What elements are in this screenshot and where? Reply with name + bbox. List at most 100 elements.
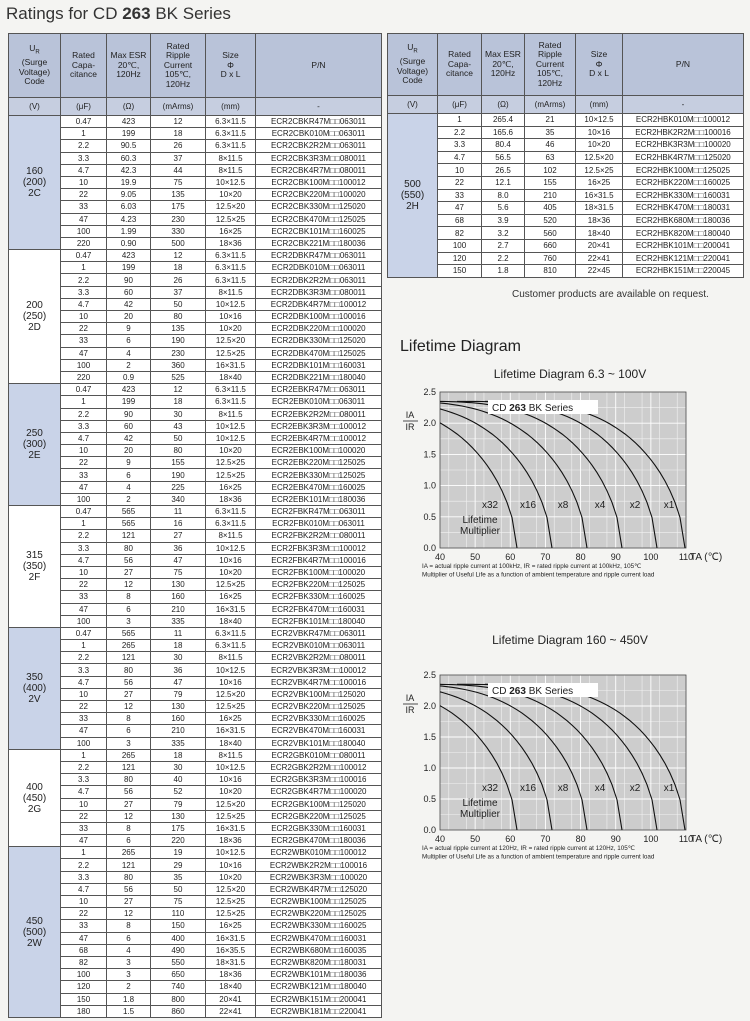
data-cell: ECR2CBK330M□□125020: [255, 200, 382, 214]
data-cell: 18: [150, 395, 206, 409]
data-cell: 12: [106, 809, 151, 823]
data-cell: 90.5: [106, 139, 151, 153]
data-cell: 3.3: [60, 285, 107, 299]
data-cell: 1: [60, 261, 107, 275]
data-cell: 16×25: [575, 175, 623, 190]
data-row: 47 4 230 12.5×25 ECR2DBK470M□□125025: [9, 346, 382, 360]
data-cell: 10: [60, 444, 107, 458]
data-row: 68 3.9 520 18×36 ECR2HBK680M□□180036: [388, 213, 744, 228]
data-cell: 8×11.5: [205, 163, 256, 177]
data-cell: 210: [150, 602, 206, 616]
data-cell: 10×16: [205, 773, 256, 787]
y-label-top: IA: [406, 693, 415, 703]
data-cell: 8×11.5: [205, 151, 256, 165]
legend: CD 263 BK Series: [492, 403, 573, 414]
data-cell: 265.4: [481, 113, 525, 127]
multiplier-title: Lifetime Multiplier: [460, 515, 501, 537]
data-cell: 1: [60, 748, 107, 762]
data-cell: 16×31.5: [205, 602, 256, 616]
data-cell: 199: [106, 395, 151, 409]
unit-cell: (μF): [437, 95, 482, 114]
data-cell: 6: [106, 834, 151, 848]
data-cell: 740: [150, 980, 206, 994]
data-cell: 100: [60, 736, 107, 750]
data-cell: 60.3: [106, 151, 151, 165]
data-cell: 199: [106, 127, 151, 141]
data-cell: 1: [60, 127, 107, 141]
data-row: 22 9.05 135 10×20 ECR2CBK220M□□100020: [9, 188, 382, 202]
data-cell: 22: [60, 456, 107, 470]
data-cell: ECR2GBK2R2M□□100012: [255, 760, 382, 775]
data-row: 150 1.8 800 20×41 ECR2WBK151M□□200041: [9, 992, 382, 1006]
data-cell: 27: [150, 529, 206, 543]
data-cell: 6.3×11.5: [205, 517, 256, 531]
data-cell: 47: [437, 201, 482, 215]
data-cell: 1.99: [106, 224, 151, 238]
data-cell: 3.2: [481, 226, 525, 240]
table-head: UR (Surge Voltage) Code Rated Capa- citanc…: [8, 33, 382, 116]
data-cell: 10: [437, 163, 482, 177]
data-cell: 8: [106, 821, 151, 836]
data-cell: ECR2FBK4R7M□□100016: [255, 553, 382, 567]
ratings-table-left: UR (Surge Voltage) Code Rated Capa- citanc…: [8, 33, 382, 1018]
data-cell: 340: [150, 492, 206, 507]
data-cell: 4.7: [60, 785, 107, 799]
data-cell: 18: [150, 127, 206, 141]
data-cell: 121: [106, 760, 151, 775]
data-cell: 26.5: [481, 163, 525, 177]
data-cell: 12.5×20: [575, 150, 623, 165]
data-cell: ECR2DBK330M□□125020: [255, 334, 382, 348]
data-cell: 220: [150, 834, 206, 848]
data-cell: ECR2HBK470M□□180031: [622, 201, 744, 215]
data-cell: 18×36: [205, 492, 256, 507]
data-cell: ECR2DBK100M□□100016: [255, 309, 382, 324]
data-cell: 10×12.5: [205, 846, 256, 860]
data-cell: 4.7: [437, 150, 482, 165]
data-cell: 6: [106, 724, 151, 738]
data-row: 350 (400) 2V 0.47 565 11 6.3×11.5 ECR2VBKR47M…: [8, 626, 382, 750]
data-cell: 2.2: [60, 529, 107, 543]
data-cell: ECR2HBK010M□□100012: [622, 113, 744, 127]
data-cell: 18×36: [205, 968, 256, 982]
data-row: 47 5.6 405 18×31.5 ECR2HBK470M□□180031: [388, 201, 744, 215]
x-tick-label: 50: [470, 834, 480, 844]
data-cell: 12.5×25: [205, 212, 256, 226]
data-row: 400 (450) 2G 1 265 18 8×11.5 ECR2GBK010M□□080…: [8, 748, 382, 848]
data-cell: 33: [60, 590, 107, 604]
data-cell: 3.3: [60, 541, 107, 555]
footnote: Multiplier of Useful Life as a function …: [422, 854, 655, 861]
x-tick-label: 50: [470, 552, 480, 562]
data-cell: 400: [150, 931, 206, 945]
data-cell: 12.5×25: [205, 894, 256, 909]
diagram-title: Lifetime Diagram 6.3 ~ 100V: [494, 367, 646, 381]
voltage-code: 450 (500) 2W: [8, 846, 61, 1018]
data-cell: ECR2DBK101M□□160031: [255, 358, 382, 372]
header-cell: UR (Surge Voltage) Code: [8, 33, 61, 98]
data-cell: 16×31.5: [205, 358, 256, 372]
data-row: 1 565 16 6.3×11.5 ECR2FBK010M□□063011: [9, 517, 382, 531]
data-cell: ECR2VBKR47M□□063011: [255, 626, 382, 641]
data-cell: 10×20: [205, 870, 256, 884]
data-cell: 360: [150, 358, 206, 372]
data-cell: 4.7: [60, 882, 107, 897]
data-cell: ECR2VBK100M□□125020: [255, 687, 382, 702]
data-cell: ECR2VBK101M□□180040: [255, 736, 382, 750]
diagram-title: Lifetime Diagram 160 ~ 450V: [492, 633, 648, 647]
y-tick-label: 0.5: [423, 512, 436, 522]
legend-prefix: CD: [492, 403, 506, 414]
legend-prefix: CD: [492, 686, 506, 697]
data-cell: 60: [106, 285, 151, 299]
data-cell: 33: [60, 334, 107, 348]
header-text: (Surge Voltage) Code: [396, 56, 429, 86]
multiplier-label: x2: [630, 783, 641, 794]
data-cell: 50: [150, 431, 206, 446]
data-cell: 12: [106, 578, 151, 592]
data-cell: ECR2GBK470M□□180036: [255, 834, 382, 848]
x-tick-label: 100: [643, 834, 658, 844]
data-cell: ECR2VBK330M□□160025: [255, 712, 382, 726]
data-cell: 18×31.5: [205, 955, 256, 970]
data-cell: 10×20: [205, 322, 256, 336]
data-cell: ECR2WBK100M□□125025: [255, 894, 382, 909]
data-cell: 37: [150, 285, 206, 299]
data-cell: ECR2WBK330M□□160025: [255, 919, 382, 933]
